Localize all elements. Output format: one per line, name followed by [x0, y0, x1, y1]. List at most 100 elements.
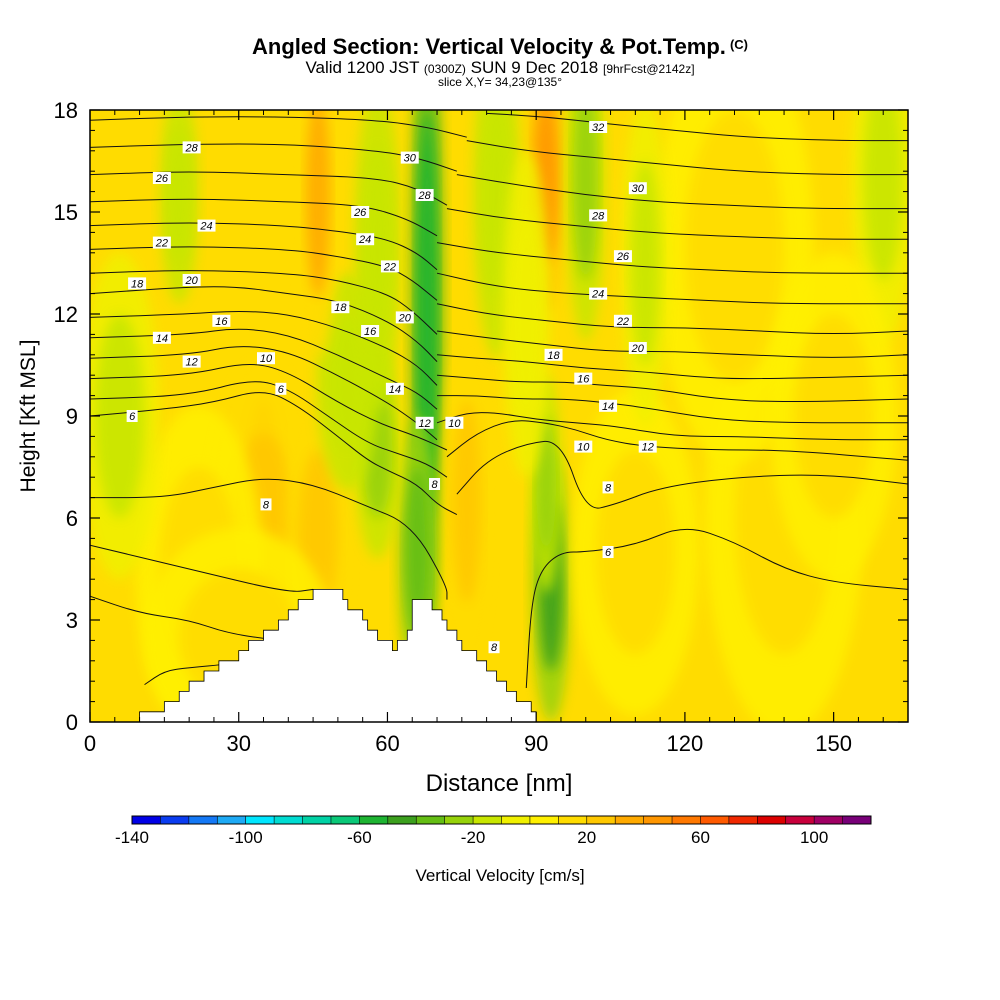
contour-label-9: 10: [260, 353, 273, 365]
y-axis: 0 3 6 9 12 15 18: [54, 98, 908, 735]
isentrope-16-14: [90, 310, 438, 386]
contour-label-box-14: [415, 189, 434, 201]
colorbar-swatch-22: [757, 816, 786, 824]
x-axis: 0 30 60 90 120 150: [84, 110, 884, 756]
contour-label-0: 28: [185, 142, 199, 154]
colorbar-tick--60: -60: [347, 828, 372, 847]
contour-label-10: 6: [278, 384, 285, 396]
contour-label-box-7: [152, 331, 171, 344]
contour-label-33: 18: [547, 350, 560, 362]
colorbar-swatch-12: [473, 816, 502, 824]
x-axis-label: Distance [nm]: [426, 770, 573, 797]
contour-label-box-38: [602, 481, 614, 494]
colorbar-swatch-6: [302, 816, 331, 824]
contour-label-box-0: [182, 141, 201, 154]
shading-cell-20: [684, 110, 785, 382]
isentrope-18-17: [436, 354, 908, 380]
contour-label-38: 8: [605, 482, 612, 494]
contour-label-box-28: [589, 209, 608, 222]
contour-labels: 28 26 24 22 20 18 16 14 12 10 6 6 8 30 28 26 24 22 18 20 16 1…: [126, 121, 657, 654]
contour-label-box-36: [638, 440, 657, 453]
contour-label-15: 26: [353, 207, 367, 219]
shading-cell-16: [451, 399, 482, 603]
colorbar-tick-100: 100: [800, 828, 828, 847]
isentrope-32-31: [466, 140, 908, 176]
isentrope-8-6: [456, 440, 908, 509]
contour-label-23: 10: [448, 418, 461, 430]
y-tick-label-3: 3: [66, 608, 78, 633]
colorbar-swatch-4: [245, 816, 275, 824]
contour-label-19: 20: [398, 312, 412, 324]
contour-label-box-11: [126, 410, 138, 422]
y-tick-label-15: 15: [54, 200, 78, 225]
x-tick-label-120: 120: [667, 731, 704, 756]
shading-cell-9: [536, 416, 557, 552]
contour-label-box-18: [331, 301, 350, 314]
isentrope-6-5: [90, 392, 458, 516]
contour-label-box-27: [628, 182, 647, 195]
colorbar-swatch-8: [359, 816, 388, 824]
contour-label-box-15: [351, 206, 370, 218]
title-unit: (C): [729, 37, 748, 52]
contour-label-16: 24: [358, 234, 371, 246]
colorbar-swatch-9: [387, 816, 417, 824]
contour-label-box-13: [400, 151, 419, 164]
contour-label-8: 12: [186, 357, 198, 369]
contour-label-18: 18: [334, 302, 347, 314]
colorbar-swatch-5: [274, 816, 303, 824]
colorbar-swatch-24: [814, 816, 843, 824]
colorbar-swatch-14: [529, 816, 559, 824]
y-tick-label-0: 0: [66, 710, 78, 735]
contour-label-7: 14: [156, 333, 168, 345]
shading-cell-4: [416, 110, 439, 518]
isentrope-26-24: [90, 198, 438, 237]
y-tick-label-9: 9: [66, 404, 78, 429]
contour-label-box-34: [574, 372, 593, 385]
contour-label-box-24: [429, 478, 441, 490]
colorbar-tick--100: -100: [229, 828, 263, 847]
contour-label-box-16: [356, 233, 375, 246]
colorbar-swatch-25: [842, 816, 871, 824]
colorbar-swatch-10: [416, 816, 445, 824]
contour-label-box-12: [260, 498, 272, 511]
isentrope-24-22: [90, 222, 438, 271]
shading-cell-15: [166, 127, 192, 263]
contour-label-box-25: [488, 641, 500, 654]
terrain: [90, 589, 908, 723]
contour-label-box-17: [380, 260, 399, 273]
contour-label-box-2: [197, 219, 216, 232]
isentrope-8-7: [90, 381, 448, 478]
y-axis-label: Height [Kft MSL]: [17, 340, 40, 493]
contour-label-31: 22: [616, 316, 629, 328]
x-tick-label-0: 0: [84, 731, 96, 756]
colorbar-swatch-13: [501, 816, 530, 824]
contour-label-box-8: [182, 355, 201, 368]
shading-cell-22: [863, 110, 904, 280]
x-tick-label-30: 30: [226, 731, 250, 756]
isentrope-10-8: [446, 420, 908, 461]
colorbar-swatch-1: [160, 816, 189, 824]
isentrope-22-21: [436, 303, 908, 335]
plot-area: 28 26 24 22 20 18 16 14 12 10 6 6 8 30 28 26 24 22 18 20 16 1…: [89, 109, 909, 723]
isentrope-26-25: [436, 242, 908, 274]
x-tick-label-90: 90: [524, 731, 548, 756]
contour-label-box-3: [152, 236, 171, 249]
contour-label-4: 20: [185, 275, 199, 287]
colorbar-swatch-2: [188, 816, 218, 824]
x-tick-label-150: 150: [815, 731, 852, 756]
y-tick-label-18: 18: [54, 98, 78, 123]
contour-label-box-10: [275, 382, 287, 395]
colorbar-swatch-18: [643, 816, 673, 824]
contour-label-box-19: [395, 311, 414, 324]
shading-cell-13: [305, 110, 331, 297]
isentrope-4-0: [90, 544, 314, 592]
colorbar-swatch-15: [558, 816, 587, 824]
shading-cell-23: [793, 314, 874, 518]
contour-label-25: 8: [491, 642, 498, 654]
colorbar-swatch-17: [615, 816, 644, 824]
colorbar-swatch-21: [728, 816, 758, 824]
contour-label-14: 28: [418, 190, 432, 202]
contour-label-box-20: [361, 325, 380, 337]
contour-label-box-9: [256, 352, 275, 365]
colorbar-label: Vertical Velocity [cm/s]: [415, 866, 584, 885]
